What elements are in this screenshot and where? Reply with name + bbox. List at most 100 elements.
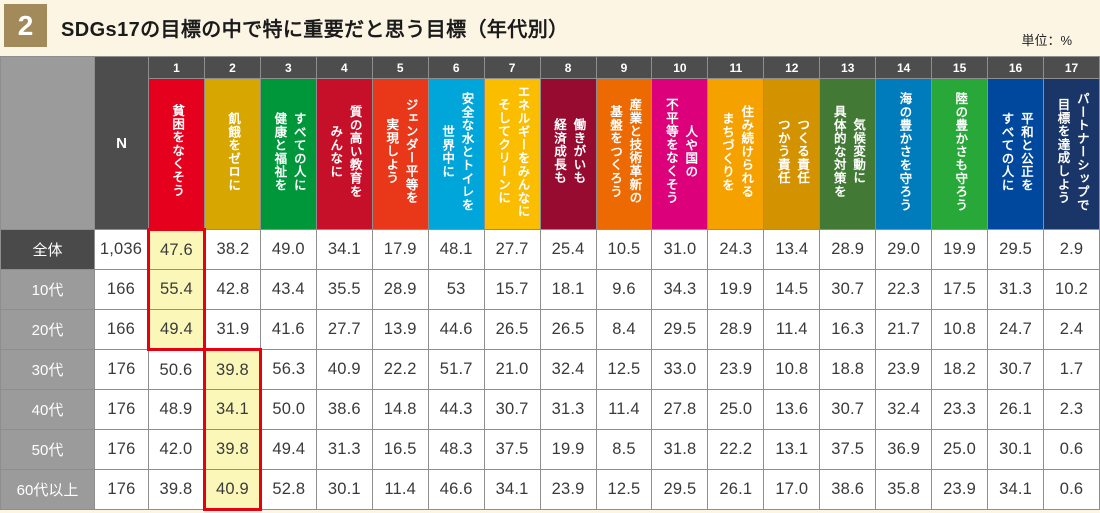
goal-column-header: パートナーシップで 目標を達成しよう bbox=[1043, 78, 1100, 230]
value-cell: 48.3 bbox=[427, 429, 485, 470]
value-cell-highlighted: 40.9 bbox=[202, 469, 262, 511]
row-label: 30代 bbox=[0, 349, 95, 390]
page-title: SDGs17の目標の中で特に重要だと思う目標（年代別） bbox=[61, 19, 569, 41]
goal-column-header: 産業と技術革新の 基盤をつくろう bbox=[595, 78, 653, 230]
value-cell: 13.1 bbox=[763, 429, 821, 470]
value-cell: 23.9 bbox=[539, 469, 597, 510]
value-cell: 22.2 bbox=[707, 429, 765, 470]
value-cell: 13.6 bbox=[763, 389, 821, 430]
value-cell: 1.7 bbox=[1043, 349, 1100, 390]
value-cell: 38.6 bbox=[819, 469, 877, 510]
value-cell: 30.7 bbox=[483, 389, 541, 430]
value-cell: 33.0 bbox=[651, 349, 709, 390]
row-label: 10代 bbox=[0, 269, 95, 310]
table-row: 50代 176 42.0 39.8 49.4 31.3 16.5 48.3 37.5 19.9 8.… bbox=[0, 429, 1100, 470]
value-cell: 38.6 bbox=[315, 389, 373, 430]
value-cell: 17.5 bbox=[931, 269, 989, 310]
value-cell: 18.8 bbox=[819, 349, 877, 390]
value-cell: 37.5 bbox=[819, 429, 877, 470]
value-cell: 31.3 bbox=[987, 269, 1044, 310]
value-cell: 49.0 bbox=[259, 229, 317, 270]
value-cell: 9.6 bbox=[595, 269, 653, 310]
row-n-value: 166 bbox=[94, 269, 149, 310]
value-cell: 14.8 bbox=[371, 389, 429, 430]
value-cell: 15.7 bbox=[483, 269, 541, 310]
value-cell: 8.4 bbox=[595, 309, 653, 350]
goal-label: つくる責任 つかう責任 bbox=[775, 118, 810, 185]
value-cell: 40.9 bbox=[315, 349, 373, 390]
row-n-value: 166 bbox=[94, 309, 149, 350]
row-label: 60代以上 bbox=[0, 469, 95, 510]
value-cell: 12.5 bbox=[595, 349, 653, 390]
goal-number: 9 bbox=[595, 56, 653, 79]
value-cell: 16.3 bbox=[819, 309, 877, 350]
value-cell: 30.1 bbox=[987, 429, 1044, 470]
value-cell: 17.9 bbox=[371, 229, 429, 270]
value-cell: 8.5 bbox=[595, 429, 653, 470]
value-cell: 31.8 bbox=[651, 429, 709, 470]
goal-column-header: 飢餓をゼロに bbox=[203, 78, 261, 230]
table-row: 40代 176 48.9 34.1 50.0 38.6 14.8 44.3 30.7 31.3 11… bbox=[0, 389, 1100, 430]
value-cell: 35.8 bbox=[875, 469, 933, 510]
value-cell: 50.0 bbox=[259, 389, 317, 430]
value-cell: 11.4 bbox=[763, 309, 821, 350]
goal-label: 住み続けられる まちづくりを bbox=[719, 104, 754, 199]
value-cell: 26.5 bbox=[483, 309, 541, 350]
value-cell: 50.6 bbox=[148, 349, 205, 390]
table-row: 20代 166 49.4 31.9 41.6 27.7 13.9 44.6 26.5 26.5 8.… bbox=[0, 309, 1100, 351]
value-cell-highlighted: 39.8 bbox=[202, 429, 262, 470]
value-cell: 43.4 bbox=[259, 269, 317, 310]
value-cell: 25.0 bbox=[931, 429, 989, 470]
goal-column-header: すべての人に 健康と福祉を bbox=[259, 78, 317, 230]
value-cell: 27.7 bbox=[315, 309, 373, 350]
value-cell: 23.9 bbox=[707, 349, 765, 390]
value-cell: 32.4 bbox=[539, 349, 597, 390]
value-cell: 0.6 bbox=[1043, 469, 1100, 510]
value-cell: 34.1 bbox=[987, 469, 1044, 510]
value-cell: 11.4 bbox=[371, 469, 429, 510]
table-row: 60代以上 176 39.8 40.9 52.8 30.1 11.4 46.6 34.1 23.9… bbox=[0, 469, 1100, 511]
value-cell: 34.1 bbox=[315, 229, 373, 270]
value-cell: 39.8 bbox=[148, 469, 205, 510]
value-cell: 2.4 bbox=[1043, 309, 1100, 350]
goal-number: 6 bbox=[427, 56, 485, 79]
row-label: 全体 bbox=[0, 229, 95, 270]
value-cell: 22.2 bbox=[371, 349, 429, 390]
value-cell: 10.5 bbox=[595, 229, 653, 270]
goal-number: 1 bbox=[148, 56, 205, 79]
value-cell: 31.9 bbox=[203, 309, 261, 350]
goal-number: 4 bbox=[315, 56, 373, 79]
value-cell: 29.0 bbox=[875, 229, 933, 270]
value-cell: 29.5 bbox=[651, 469, 709, 510]
row-n-value: 176 bbox=[94, 389, 149, 430]
value-cell: 27.7 bbox=[483, 229, 541, 270]
value-cell: 18.2 bbox=[931, 349, 989, 390]
value-cell: 26.1 bbox=[987, 389, 1044, 430]
goal-number: 11 bbox=[707, 56, 765, 79]
goal-label: ジェンダー平等を 実現しよう bbox=[384, 98, 418, 205]
value-cell-highlighted: 47.6 bbox=[147, 228, 206, 270]
row-label: 40代 bbox=[0, 389, 95, 430]
goal-label: 質の高い教育を みんなに bbox=[328, 104, 362, 199]
value-cell: 11.4 bbox=[595, 389, 653, 430]
value-cell: 19.9 bbox=[931, 229, 989, 270]
goal-number: 3 bbox=[259, 56, 317, 79]
value-cell: 44.3 bbox=[427, 389, 485, 430]
goal-number: 15 bbox=[931, 56, 989, 79]
goal-number: 13 bbox=[819, 56, 877, 79]
value-cell: 23.9 bbox=[875, 349, 933, 390]
value-cell: 28.9 bbox=[371, 269, 429, 310]
value-cell: 10.8 bbox=[931, 309, 989, 350]
value-cell: 51.7 bbox=[427, 349, 485, 390]
goal-column-header: 気候変動に 具体的な対策を bbox=[819, 78, 877, 230]
goal-column-header: 質の高い教育を みんなに bbox=[315, 78, 373, 230]
value-cell-highlighted: 39.8 bbox=[202, 348, 262, 390]
value-cell: 44.6 bbox=[427, 309, 485, 350]
value-cell: 31.3 bbox=[315, 429, 373, 470]
value-cell: 2.9 bbox=[1043, 229, 1100, 270]
value-cell: 35.5 bbox=[315, 269, 373, 310]
goal-number: 8 bbox=[539, 56, 597, 79]
value-cell: 10.2 bbox=[1043, 269, 1100, 310]
value-cell: 36.9 bbox=[875, 429, 933, 470]
